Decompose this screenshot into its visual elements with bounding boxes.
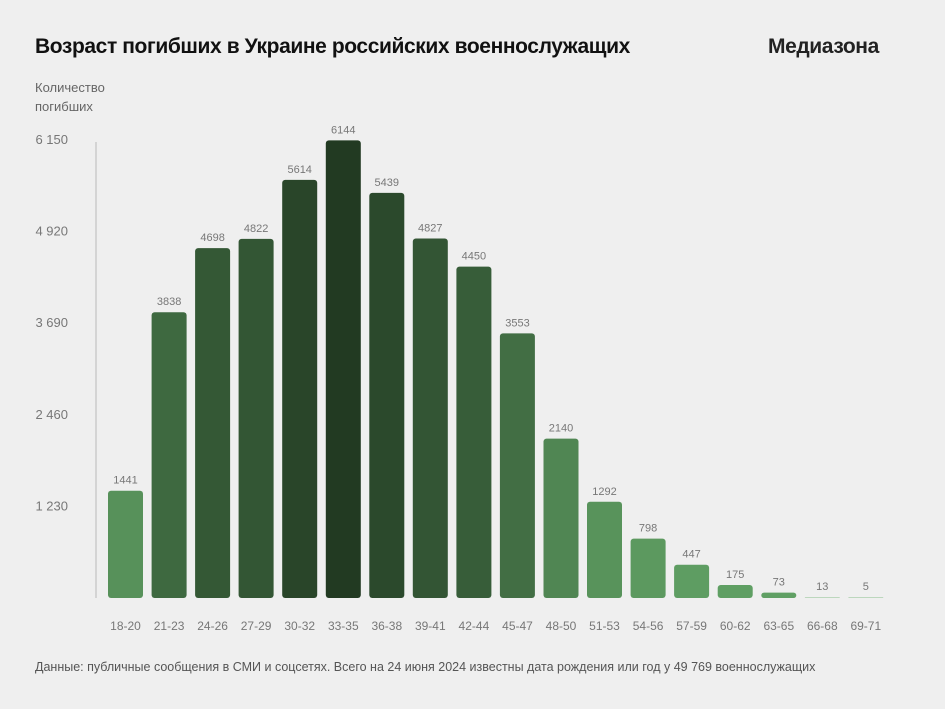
bar-21-23 [151,312,187,598]
x-tick-label: 69-71 [850,619,881,633]
bar-48-50 [543,438,579,598]
value-label: 3838 [157,296,181,308]
x-tick-label: 24-26 [197,619,228,633]
bar-36-38 [369,192,405,598]
y-axis-label-line-1: Количество [35,80,105,95]
value-label: 798 [639,523,657,535]
x-tick-label: 60-62 [720,619,751,633]
value-label: 4827 [418,223,442,235]
value-label: 1441 [113,475,137,487]
bar-66-68 [804,597,840,598]
bar-63-65 [761,592,797,598]
bar-54-56 [630,538,666,598]
bar-24-26 [195,248,231,598]
x-tick-label: 63-65 [763,619,794,633]
y-axis-label-line-2: погибших [35,99,93,114]
bar-18-20 [108,490,143,598]
x-tick-label: 48-50 [546,619,577,633]
bar-39-41 [412,238,448,598]
bar-33-35 [325,140,361,598]
value-label: 3553 [505,317,529,329]
bars [108,140,884,598]
x-tick-label: 36-38 [371,619,402,633]
bar-45-47 [499,333,535,598]
y-axis-ticks: 1 230 2 460 3 690 4 920 6 150 [35,132,68,513]
bar-42-44 [456,266,492,598]
value-label: 4450 [462,251,486,263]
bar-57-59 [674,564,710,598]
bar-27-29 [238,238,274,598]
bar-30-32 [282,179,318,598]
x-tick-label: 39-41 [415,619,446,633]
x-tick-label: 45-47 [502,619,533,633]
source-note: Данные: публичные сообщения в СМИ и соцс… [35,660,816,674]
x-tick-label: 51-53 [589,619,620,633]
value-label: 13 [816,581,828,593]
value-label: 6144 [331,124,355,136]
y-tick-label: 1 230 [35,498,68,513]
x-tick-label: 18-20 [110,619,141,633]
value-label: 4698 [200,232,224,244]
value-label: 447 [682,549,700,561]
y-tick-label: 4 920 [35,224,68,239]
bar-60-62 [717,585,753,598]
y-axis-label: Количество погибших [35,78,155,116]
x-axis-labels: 18-20 21-23 24-26 27-29 30-32 33-35 36-38 39-41… [110,619,881,633]
x-tick-label: 21-23 [154,619,185,633]
value-label: 5439 [375,177,399,189]
chart-title: Возраст погибших в Украине российских во… [35,35,630,58]
bar-69-71 [848,597,884,598]
x-tick-label: 27-29 [241,619,272,633]
x-tick-label: 66-68 [807,619,838,633]
bar-51-53 [587,501,622,598]
value-label: 73 [773,577,785,589]
value-label: 1292 [592,486,616,498]
value-label: 2140 [549,423,573,435]
x-tick-label: 54-56 [633,619,664,633]
brand-logo: Медиазона [768,35,879,58]
y-tick-label: 3 690 [35,315,68,330]
value-label: 5 [863,581,869,593]
value-label: 175 [726,569,744,581]
value-labels: 1441 3838 4698 4822 5614 6144 5439 4827 4450 3553… [113,124,869,593]
x-tick-label: 57-59 [676,619,707,633]
y-tick-label: 2 460 [35,407,68,422]
value-label: 4822 [244,223,268,235]
y-tick-label: 6 150 [35,132,68,147]
x-tick-label: 42-44 [459,619,490,633]
x-tick-label: 30-32 [284,619,315,633]
x-tick-label: 33-35 [328,619,359,633]
value-label: 5614 [287,164,311,176]
